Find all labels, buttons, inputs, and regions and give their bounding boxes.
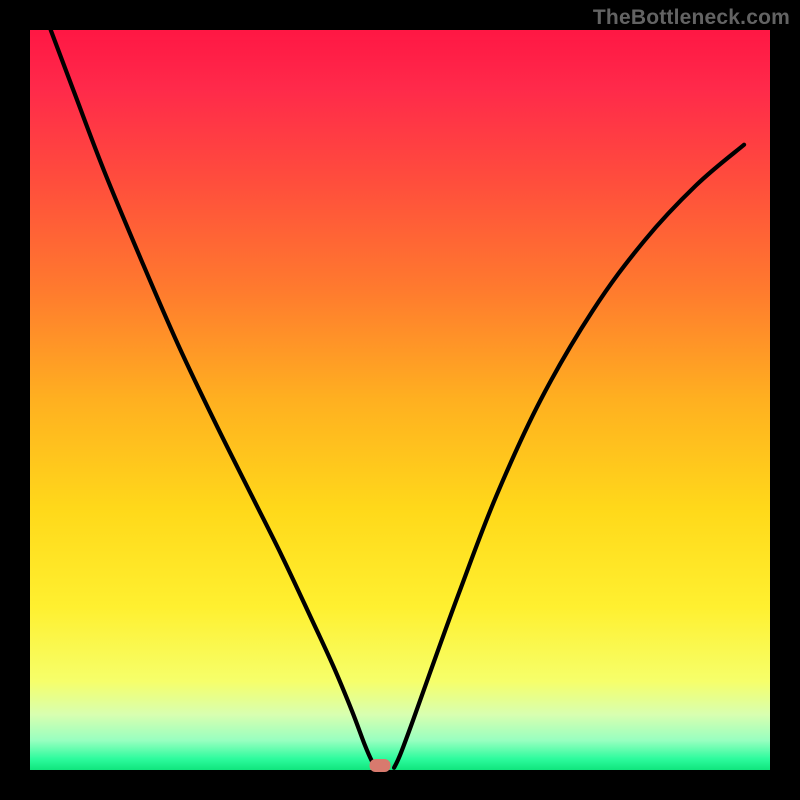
bottleneck-chart	[0, 0, 800, 800]
chart-container: { "watermark": { "text": "TheBottleneck.…	[0, 0, 800, 800]
watermark-text: TheBottleneck.com	[593, 6, 790, 30]
minimum-marker	[370, 759, 391, 772]
plot-background	[30, 30, 770, 770]
